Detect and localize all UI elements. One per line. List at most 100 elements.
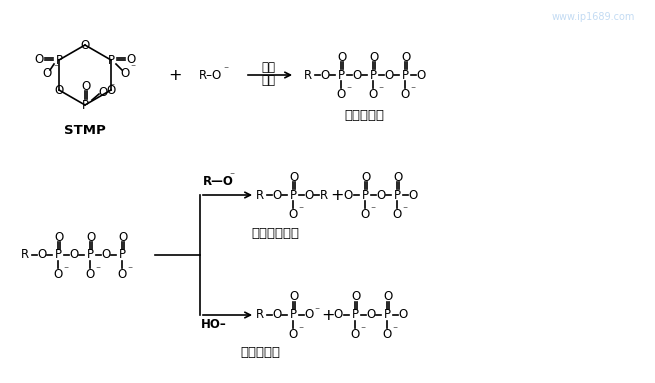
Text: O: O <box>337 51 346 64</box>
Text: O: O <box>351 290 361 303</box>
Text: ⁻: ⁻ <box>109 82 115 92</box>
Text: O: O <box>290 290 299 303</box>
Text: O: O <box>81 80 90 93</box>
Text: P: P <box>369 69 377 82</box>
Text: R: R <box>320 188 328 201</box>
Text: ⁻: ⁻ <box>402 205 407 215</box>
Text: O: O <box>85 267 94 280</box>
Text: +: + <box>168 67 181 82</box>
Text: O: O <box>333 308 343 321</box>
Text: 单糖三磷酸: 单糖三磷酸 <box>344 108 384 121</box>
Text: R: R <box>21 249 29 262</box>
Text: O: O <box>272 188 282 201</box>
Text: O: O <box>43 67 52 80</box>
Text: O: O <box>98 85 107 98</box>
Text: P: P <box>107 54 115 67</box>
Text: P: P <box>81 98 88 111</box>
Text: O: O <box>305 308 314 321</box>
Text: ⁻: ⁻ <box>299 205 303 215</box>
Text: 反应: 反应 <box>261 74 275 87</box>
Text: O: O <box>288 327 297 340</box>
Text: ⁻: ⁻ <box>411 85 415 95</box>
Text: O: O <box>290 170 299 183</box>
Text: O: O <box>350 327 360 340</box>
Text: O: O <box>394 170 403 183</box>
Text: P: P <box>337 69 345 82</box>
Text: +: + <box>321 308 335 322</box>
Text: O: O <box>272 308 282 321</box>
Text: O: O <box>54 231 64 244</box>
Text: O: O <box>69 249 79 262</box>
Text: P: P <box>54 249 62 262</box>
Text: R—O: R—O <box>202 175 233 188</box>
Text: O: O <box>53 267 63 280</box>
Text: O: O <box>360 208 369 221</box>
Text: O: O <box>106 83 115 97</box>
Text: O: O <box>383 290 392 303</box>
Text: O: O <box>366 308 375 321</box>
Text: ⁻: ⁻ <box>346 85 352 95</box>
Text: O: O <box>362 170 371 183</box>
Text: O: O <box>352 69 362 82</box>
Text: P: P <box>402 69 409 82</box>
Text: 亲核: 亲核 <box>261 61 275 74</box>
Text: O: O <box>400 87 409 100</box>
Text: O: O <box>117 267 126 280</box>
Text: R: R <box>256 188 264 201</box>
Text: P: P <box>352 308 358 321</box>
Text: P: P <box>383 308 390 321</box>
Text: P: P <box>394 188 400 201</box>
Text: O: O <box>81 39 90 51</box>
Text: O: O <box>392 208 402 221</box>
Text: O: O <box>305 188 314 201</box>
Text: O: O <box>384 69 394 82</box>
Text: www.ip1689.com: www.ip1689.com <box>552 12 635 22</box>
Text: O: O <box>288 208 297 221</box>
Text: O: O <box>102 249 111 262</box>
Text: P: P <box>56 54 62 67</box>
Text: +: + <box>330 188 344 203</box>
Text: P: P <box>290 308 297 321</box>
Text: ⁻: ⁻ <box>96 265 101 275</box>
Text: P: P <box>119 249 126 262</box>
Text: O: O <box>337 87 346 100</box>
Text: O: O <box>402 51 411 64</box>
Text: ⁻: ⁻ <box>54 63 58 73</box>
Text: O: O <box>126 52 136 65</box>
Text: O: O <box>119 231 128 244</box>
Text: P: P <box>290 188 297 201</box>
Text: P: P <box>86 249 94 262</box>
Text: ⁻: ⁻ <box>223 65 229 75</box>
Text: R: R <box>256 308 264 321</box>
Text: ⁻: ⁻ <box>379 85 384 95</box>
Text: O: O <box>398 308 407 321</box>
Text: R–O: R–O <box>198 69 221 82</box>
Text: O: O <box>377 188 386 201</box>
Text: ⁻: ⁻ <box>392 325 398 335</box>
Text: O: O <box>37 249 47 262</box>
Text: O: O <box>121 67 130 80</box>
Text: O: O <box>54 83 64 97</box>
Text: 一磷酸二多糖: 一磷酸二多糖 <box>251 226 299 239</box>
Text: O: O <box>86 231 96 244</box>
Text: ⁻: ⁻ <box>229 171 234 181</box>
Text: ⁻: ⁻ <box>314 306 320 316</box>
Text: STMP: STMP <box>64 123 106 136</box>
Text: O: O <box>408 188 418 201</box>
Text: ⁻: ⁻ <box>130 63 136 73</box>
Text: ⁻: ⁻ <box>64 265 69 275</box>
Text: O: O <box>343 188 352 201</box>
Text: O: O <box>368 87 378 100</box>
Text: HO–: HO– <box>201 319 227 332</box>
Text: ⁻: ⁻ <box>371 205 375 215</box>
Text: R: R <box>304 69 312 82</box>
Text: ⁻: ⁻ <box>128 265 132 275</box>
Text: O: O <box>320 69 329 82</box>
Text: O: O <box>369 51 379 64</box>
Text: P: P <box>362 188 369 201</box>
Text: O: O <box>417 69 426 82</box>
Text: 单糖一磷酸: 单糖一磷酸 <box>240 347 280 360</box>
Text: ⁻: ⁻ <box>360 325 365 335</box>
Text: O: O <box>383 327 392 340</box>
Text: O: O <box>35 52 44 65</box>
